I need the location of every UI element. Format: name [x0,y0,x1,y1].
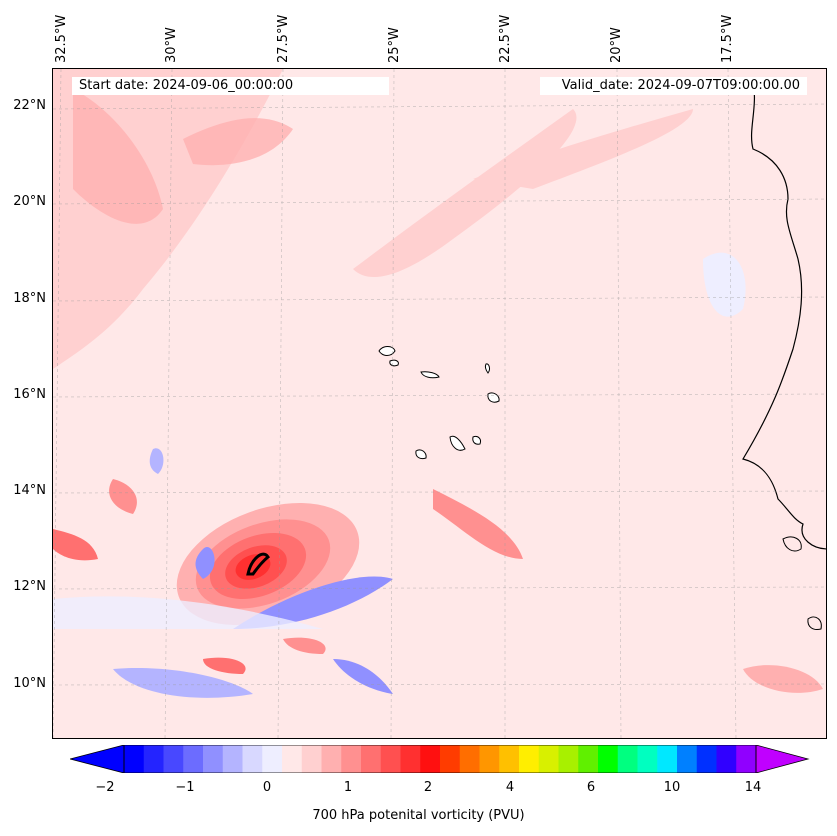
colorbar-tick-label: 1 [343,780,353,795]
lon-label-32-5w: 32.5°W [54,14,69,63]
colorbar-tick-label: 10 [663,780,681,795]
colorbar-segment [262,745,283,773]
lat-label-18n: 18°N [13,291,46,306]
lat-label-22n: 22°N [13,98,46,113]
colorbar-segment [242,745,263,773]
valid-date-label: Valid_date: 2024-09-07T09:00:00.00 [540,77,807,95]
colorbar-segment [420,745,441,773]
colorbar-segment [361,745,382,773]
colorbar-segment [637,745,658,773]
map-panel [52,68,827,739]
lon-label-27-5w: 27.5°W [276,14,291,63]
colorbar-segment [617,745,638,773]
lat-label-14n: 14°N [13,483,46,498]
colorbar-segment [716,745,737,773]
colorbar-segment [459,745,480,773]
lat-label-20n: 20°N [13,194,46,209]
lon-label-25w: 25°W [387,27,402,63]
colorbar-segment [124,745,145,773]
lat-label-10n: 10°N [13,676,46,691]
colorbar-under-arrow [70,745,125,773]
colorbar-tick-label: 2 [423,780,433,795]
colorbar-tick-label: 0 [262,780,272,795]
colorbar-tick-label: −2 [95,780,115,795]
colorbar-tick-label: 14 [744,780,762,795]
colorbar-segment [479,745,500,773]
colorbar-segment [736,745,757,773]
colorbar-tick-label: 4 [505,780,515,795]
colorbar-segment [598,745,619,773]
colorbar-tick-label: −1 [175,780,195,795]
lon-label-17-5w: 17.5°W [720,14,735,63]
colorbar-segment [380,745,401,773]
colorbar-segment [558,745,579,773]
colorbar-segment [321,745,342,773]
colorbar-segment [183,745,204,773]
colorbar-segment [143,745,164,773]
colorbar-segment [400,745,421,773]
colorbar-segment [538,745,559,773]
colorbar-segment [222,745,243,773]
colorbar-segment [440,745,461,773]
colorbar-segment [163,745,184,773]
colorbar-segment [519,745,540,773]
lat-label-16n: 16°N [13,387,46,402]
pv-field [53,69,826,738]
start-date-label: Start date: 2024-09-06_00:00:00 [72,77,389,95]
lon-label-20w: 20°W [609,27,624,63]
lon-label-30w: 30°W [164,27,179,63]
colorbar-segment [203,745,224,773]
colorbar-segment [301,745,322,773]
colorbar-segment [578,745,599,773]
colorbar-over-arrow [755,745,810,773]
colorbar-segment [499,745,520,773]
colorbar [70,745,810,773]
colorbar-segment [677,745,698,773]
lon-label-22-5w: 22.5°W [498,14,513,63]
colorbar-tick-label: 6 [586,780,596,795]
colorbar-segment [282,745,303,773]
colorbar-segment [696,745,717,773]
colorbar-title: 700 hPa potenital vorticity (PVU) [312,808,525,823]
colorbar-segment [657,745,678,773]
lat-label-12n: 12°N [13,579,46,594]
colorbar-segment [341,745,362,773]
